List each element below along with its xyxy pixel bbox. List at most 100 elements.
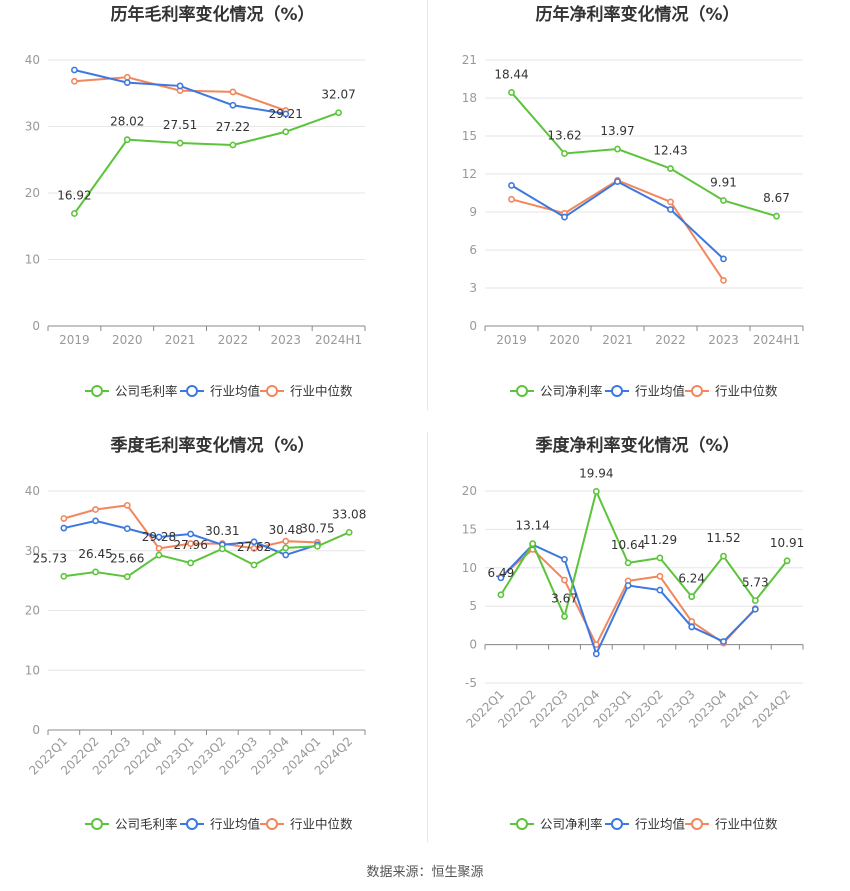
data-point-company <box>60 572 68 580</box>
data-point-median <box>561 576 568 584</box>
data-label: 19.94 <box>579 466 613 480</box>
data-label: 27.22 <box>216 120 250 134</box>
data-point-avg <box>71 66 78 74</box>
x-tick-label: 2022 <box>218 333 249 347</box>
legend-item[interactable]: 公司毛利率 <box>85 384 178 399</box>
legend-label: 行业均值 <box>210 817 260 832</box>
data-point-company <box>314 542 321 550</box>
data-point-company <box>773 212 780 220</box>
data-point-company <box>497 591 505 599</box>
data-source-note: 数据来源：恒生聚源 <box>366 865 484 880</box>
x-tick-label: 2023 <box>270 333 301 347</box>
legend-swatch-marker <box>266 385 278 397</box>
y-tick-label: 20 <box>25 186 40 200</box>
legend-item[interactable]: 行业均值 <box>180 384 260 399</box>
data-point-avg <box>624 582 632 589</box>
data-point-median <box>250 544 258 552</box>
legend-label: 行业中位数 <box>715 384 778 399</box>
data-label: 11.52 <box>706 531 740 545</box>
x-tick-label: 2020 <box>112 333 143 347</box>
legend-item[interactable]: 公司净利率 <box>510 384 603 399</box>
legend-item[interactable]: 行业中位数 <box>685 817 778 832</box>
data-point-company <box>155 551 163 559</box>
data-point-company <box>218 545 226 553</box>
data-point-company <box>561 613 568 620</box>
data-point-median <box>229 88 237 96</box>
chart-title: 历年毛利率变化情况（%） <box>110 4 314 25</box>
data-point-avg <box>92 517 99 525</box>
data-point-company <box>282 128 290 136</box>
y-tick-label: 12 <box>462 167 477 181</box>
panel-divider <box>427 432 428 842</box>
legend-item[interactable]: 行业中位数 <box>260 384 353 399</box>
chart-title: 季度毛利率变化情况（%） <box>110 435 314 456</box>
legend-item[interactable]: 行业均值 <box>180 817 260 832</box>
data-point-avg <box>656 586 664 594</box>
data-point-avg <box>751 605 759 613</box>
x-tick-label: 2024H1 <box>315 333 362 347</box>
series-line-company <box>73 111 339 215</box>
data-point-company <box>335 109 342 117</box>
data-label: 26.45 <box>78 547 112 561</box>
data-label: 30.48 <box>269 523 303 537</box>
data-label: 13.97 <box>600 124 634 138</box>
y-tick-label: 15 <box>462 129 477 143</box>
data-label: 13.62 <box>547 128 581 142</box>
y-tick-label: 30 <box>25 120 40 134</box>
data-point-avg <box>561 555 568 563</box>
data-label: 30.31 <box>205 524 239 538</box>
data-label: 8.67 <box>763 191 790 205</box>
y-tick-label: 20 <box>25 604 40 618</box>
data-point-company <box>751 597 759 604</box>
data-point-avg <box>282 110 290 118</box>
quarterly-gross-margin-chart: 季度毛利率变化情况（%） 0 10 20 30 40 2022Q1 2022Q2 2022Q3 2… <box>0 430 425 855</box>
y-tick-label: 40 <box>25 484 40 498</box>
legend-label: 行业均值 <box>210 384 260 399</box>
chart-title: 季度净利率变化情况（%） <box>535 435 739 456</box>
data-point-avg <box>592 650 600 658</box>
data-point-median <box>155 544 163 552</box>
data-point-company <box>187 559 195 567</box>
data-label: 25.66 <box>110 552 144 566</box>
x-tick-label: 2022 <box>655 333 686 347</box>
legend-swatch-marker <box>266 818 278 830</box>
data-label: 13.14 <box>516 519 550 533</box>
legend-item[interactable]: 行业中位数 <box>260 817 353 832</box>
legend-label: 行业中位数 <box>715 817 778 832</box>
x-tick-label: 2019 <box>496 333 527 347</box>
data-point-avg <box>123 79 131 87</box>
legend-item[interactable]: 行业均值 <box>605 384 685 399</box>
legend-swatch-marker <box>91 385 103 397</box>
x-tick-label: 2024H1 <box>753 333 800 347</box>
data-label: 28.02 <box>110 115 144 129</box>
data-label: 33.08 <box>332 507 366 521</box>
y-tick-label: 18 <box>462 91 477 105</box>
annual-gross-margin-chart: 历年毛利率变化情况（%） 0 10 20 30 40 2019 2020 2021 2022 202… <box>0 0 425 420</box>
data-label: 18.44 <box>494 67 528 81</box>
legend-item[interactable]: 行业均值 <box>605 817 685 832</box>
legend-item[interactable]: 行业中位数 <box>685 384 778 399</box>
data-point-avg <box>497 574 505 582</box>
chart-svg: 历年净利率变化情况（%） 0 3 6 9 12 15 18 21 2019 2020 2021 2022… <box>462 4 804 399</box>
data-point-company <box>656 554 664 562</box>
chart-svg: 历年毛利率变化情况（%） 0 10 20 30 40 2019 2020 2021 2022 202… <box>25 4 366 399</box>
data-label: 29.21 <box>269 107 303 121</box>
y-tick-label: 20 <box>462 484 477 498</box>
x-tick-label: 2020 <box>549 333 580 347</box>
series-line-company <box>510 91 777 218</box>
legend-swatch-marker <box>186 385 198 397</box>
data-label: 6.49 <box>488 566 515 580</box>
data-point-company <box>123 136 131 144</box>
data-point-avg <box>282 551 290 559</box>
data-point-avg <box>176 82 184 90</box>
data-label: 27.96 <box>173 538 207 552</box>
chart-svg: 季度净利率变化情况（%）-5051015202022Q12022Q22022Q3… <box>462 435 805 832</box>
data-point-median <box>92 506 99 513</box>
legend-item[interactable]: 公司毛利率 <box>85 817 178 832</box>
data-point-company <box>529 540 537 548</box>
data-point-company <box>92 568 99 576</box>
data-label: 27.62 <box>237 540 271 554</box>
legend-item[interactable]: 公司净利率 <box>510 817 603 832</box>
data-label: 3.67 <box>551 591 578 605</box>
data-point-median <box>60 515 68 522</box>
